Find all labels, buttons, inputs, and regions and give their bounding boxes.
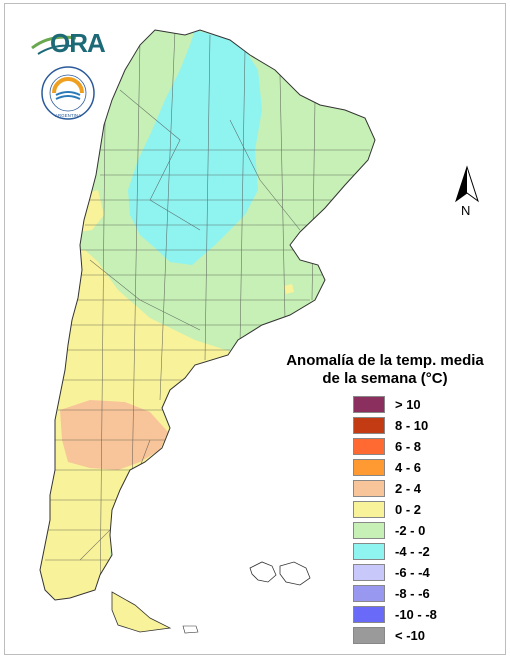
legend-swatch [353, 417, 385, 434]
legend-label: 8 - 10 [395, 418, 429, 433]
legend-item: 6 - 8 [353, 438, 493, 456]
tierra-del-fuego [111, 591, 172, 633]
legend-item: 2 - 4 [353, 480, 493, 498]
legend-title-line2: de la semana (°C) [322, 370, 448, 387]
legend-swatch [353, 396, 385, 413]
legend-label: -2 - 0 [395, 523, 426, 538]
legend-label: 6 - 8 [395, 439, 422, 454]
legend-swatch [353, 480, 385, 497]
region-2-4 [60, 400, 168, 470]
legend-swatch [353, 522, 385, 539]
legend-item: 4 - 6 [353, 459, 493, 477]
legend-item: 8 - 10 [353, 417, 493, 435]
ora-swoosh-icon [31, 35, 77, 55]
smn-seal-icon: ARGENTINA [41, 66, 95, 120]
legend-label: -6 - -4 [395, 565, 430, 580]
legend-item: > 10 [353, 396, 493, 414]
legend-label: > 10 [395, 397, 421, 412]
legend-swatch [353, 543, 385, 560]
malvinas-islands [249, 561, 311, 586]
north-arrow-icon [455, 165, 479, 203]
legend-item: < -10 [353, 627, 493, 645]
legend-swatch [353, 459, 385, 476]
north-arrow-label: N [461, 203, 471, 218]
legend-item: 0 - 2 [353, 501, 493, 519]
legend-swatch [353, 501, 385, 518]
legend: Anomalía de la temp. media de la semana … [280, 352, 490, 644]
legend-label: -4 - -2 [395, 544, 430, 559]
legend-swatch [353, 606, 385, 623]
legend-item: -10 - -8 [353, 606, 493, 624]
legend-swatch [353, 627, 385, 644]
legend-item: -2 - 0 [353, 522, 493, 540]
country-outline [39, 29, 376, 601]
map-frame [4, 3, 506, 655]
legend-label: 2 - 4 [395, 481, 422, 496]
legend-title-line1: Anomalía de la temp. media [286, 352, 484, 369]
legend-label: -8 - -6 [395, 586, 430, 601]
legend-label: 0 - 2 [395, 502, 422, 517]
seal-ring-text: ARGENTINA [55, 113, 81, 118]
legend-swatch [353, 438, 385, 455]
legend-swatch [353, 564, 385, 581]
ora-logo-text: ORA [50, 28, 106, 58]
legend-label: < -10 [395, 628, 425, 643]
legend-label: 4 - 6 [395, 460, 422, 475]
legend-swatch [353, 585, 385, 602]
isla-de-los-estados [182, 625, 199, 634]
legend-item: -8 - -6 [353, 585, 493, 603]
region-minus4-minus2 [128, 30, 262, 265]
legend-item: -6 - -4 [353, 564, 493, 582]
region-0-2-east [284, 284, 294, 294]
legend-item: -4 - -2 [353, 543, 493, 561]
ora-logo: ORA [30, 26, 106, 60]
legend-label: -10 - -8 [395, 607, 437, 622]
